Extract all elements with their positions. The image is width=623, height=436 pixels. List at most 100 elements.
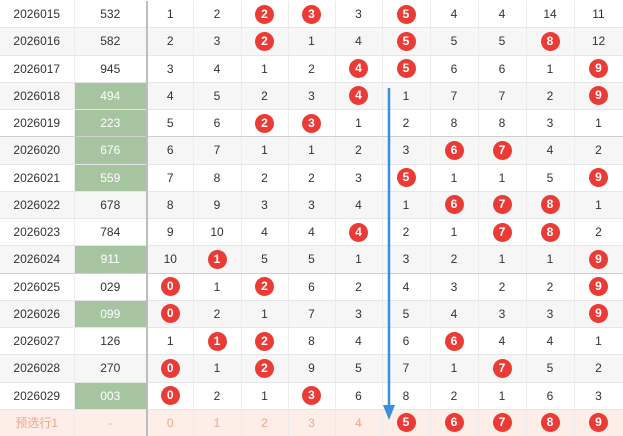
draw-number-cell: 676 [74,136,148,165]
number-ball: 9 [589,249,608,269]
value-cell: 3 [335,164,383,192]
number-ball: 1 [207,249,227,269]
value-cell: 2 [335,136,383,165]
value-cell: 7 [288,300,336,329]
value-cell: 4 [430,300,479,329]
number-ball: 3 [302,113,321,133]
draw-number-cell: 003 [74,382,148,410]
value-cell: 3 [193,27,242,56]
value-cell: 4 [478,1,527,29]
number-ball: 0 [160,386,180,406]
table-row: 2026015 532 1 2 2 3 3 5 4 4 14 11 [0,1,623,29]
value-cell: 3 [526,109,575,138]
number-ball: 6 [444,331,464,351]
value-cell: 7 [478,136,527,165]
value-cell: 4 [335,55,383,83]
period-cell: 2026029 [0,382,75,410]
preselect-cell: 6 [430,409,479,436]
value-cell: 1 [335,245,383,274]
number-ball: 9 [589,168,608,188]
preselect-cell: 1 [193,409,242,436]
draw-number-cell: 126 [74,327,148,356]
value-cell: 2 [382,218,431,247]
draw-number-cell: 029 [74,273,148,301]
value-cell: 5 [382,300,431,329]
value-cell: 2 [241,27,289,56]
number-ball: 5 [396,59,416,79]
preselect-row[interactable]: 预选行1-0 1 2 3 4 5 6 7 8 9 [0,409,623,436]
value-cell: 2 [241,354,289,383]
value-cell: 6 [288,273,336,301]
value-cell: 2 [335,273,383,301]
number-ball: 2 [255,331,274,351]
table-row: 2026022 678 8 9 3 3 4 1 6 7 8 1 [0,191,623,220]
value-cell: 3 [288,191,336,220]
number-ball: 4 [349,86,368,106]
table-row: 2026016 582 2 3 2 1 4 5 5 5 8 12 [0,27,623,56]
value-cell: 5 [478,27,527,56]
value-cell: 9 [574,273,623,301]
number-ball: 7 [492,195,512,215]
value-cell: 10 [147,245,194,274]
value-cell: 1 [147,327,194,356]
number-ball: 2 [255,31,274,51]
value-cell: 8 [526,27,575,56]
table-row: 2026019 223 5 6 2 3 1 2 8 8 3 1 [0,109,623,138]
value-cell: 3 [288,382,336,410]
period-cell: 2026019 [0,109,75,138]
preselect-cell: 2 [241,409,289,436]
value-cell: 9 [574,300,623,329]
number-ball: 6 [444,413,464,433]
value-cell: 8 [526,191,575,220]
value-cell: 1 [430,218,479,247]
value-cell: 5 [382,1,431,29]
number-ball: 8 [540,31,560,51]
value-cell: 2 [241,109,289,138]
draw-number-cell: 784 [74,218,148,247]
value-cell: 7 [478,191,527,220]
draw-number-cell: 223 [74,109,148,138]
value-cell: 1 [241,300,289,329]
value-cell: 2 [193,300,242,329]
value-cell: 8 [526,218,575,247]
value-cell: 12 [574,27,623,56]
value-cell: 5 [147,109,194,138]
preselect-cell: 4 [335,409,383,436]
value-cell: 3 [147,55,194,83]
number-ball: 9 [589,413,608,433]
value-cell: 3 [335,300,383,329]
preselect-cell: 5 [382,409,431,436]
number-ball: 2 [255,113,274,133]
value-cell: 4 [288,218,336,247]
preselect-cell: 3 [288,409,336,436]
value-cell: 5 [382,164,431,192]
value-cell: 2 [193,382,242,410]
value-cell: 4 [526,327,575,356]
value-cell: 2 [526,273,575,301]
value-cell: 7 [147,164,194,192]
value-cell: 0 [147,300,194,329]
draw-number-cell: 678 [74,191,148,220]
value-cell: 2 [288,55,336,83]
value-cell: 2 [526,82,575,111]
value-cell: 9 [288,354,336,383]
value-cell: 5 [382,55,431,83]
value-cell: 7 [478,218,527,247]
value-cell: 2 [241,327,289,356]
value-cell: 1 [478,164,527,192]
value-cell: 7 [478,354,527,383]
number-ball: 7 [492,358,512,378]
number-ball: 6 [444,195,464,215]
value-cell: 6 [526,382,575,410]
value-cell: 0 [147,382,194,410]
period-cell: 2026023 [0,218,75,247]
period-cell: 2026017 [0,55,75,83]
value-cell: 4 [335,327,383,356]
table-row: 2026021 559 7 8 2 2 3 5 1 1 5 9 [0,164,623,192]
value-cell: 14 [526,1,575,29]
value-cell: 9 [574,164,623,192]
draw-number-cell: 911 [74,245,148,274]
value-cell: 6 [430,327,479,356]
table-row: 2026025 029 0 1 2 6 2 4 3 2 2 9 [0,273,623,301]
